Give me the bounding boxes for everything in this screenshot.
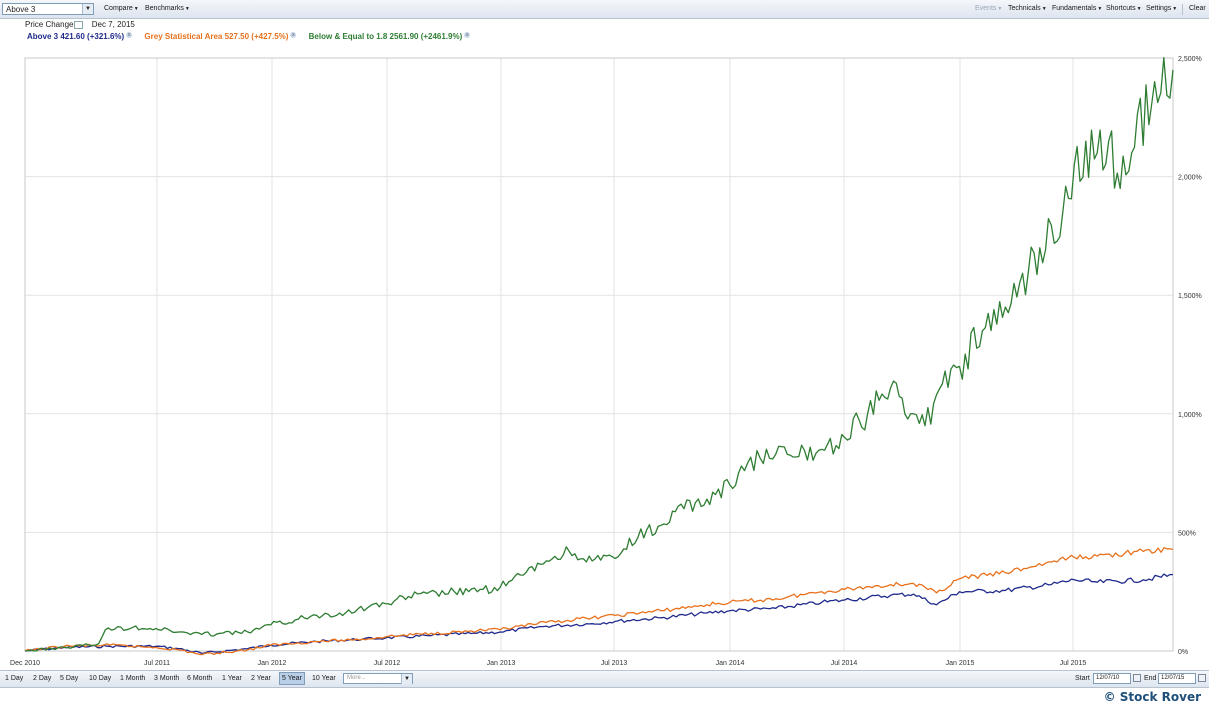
range-button[interactable]: 2 Year bbox=[251, 675, 271, 682]
chart-date: Dec 7, 2015 bbox=[91, 20, 135, 29]
legend-item-grey-area[interactable]: Grey Statistical Area 527.50 (+427.5%) x bbox=[144, 32, 297, 41]
stock-rover-credit: © Stock Rover bbox=[1103, 690, 1201, 704]
x-tick-label: Jul 2013 bbox=[601, 660, 628, 667]
settings-menu-label: Settings bbox=[1146, 5, 1172, 12]
technicals-menu-label: Technicals bbox=[1008, 5, 1041, 12]
series-layer bbox=[24, 57, 1174, 656]
end-label: End bbox=[1144, 675, 1157, 682]
fundamentals-menu[interactable]: Fundamentals▼ bbox=[1052, 5, 1102, 12]
series-line-1[interactable] bbox=[24, 573, 1174, 655]
series-line-3[interactable] bbox=[24, 57, 1174, 652]
x-tick-label: Jul 2014 bbox=[831, 660, 858, 667]
range-button[interactable]: 10 Day bbox=[89, 675, 112, 682]
range-button[interactable]: 10 Year bbox=[312, 675, 336, 682]
technicals-menu[interactable]: Technicals▼ bbox=[1008, 5, 1047, 12]
fundamentals-menu-label: Fundamentals bbox=[1052, 5, 1097, 12]
caret-down-icon: ▼ bbox=[133, 6, 139, 12]
legend-item-above-3[interactable]: Above 3 421.60 (+321.6%) x bbox=[27, 32, 133, 41]
legend-item-below-1-8[interactable]: Below & Equal to 1.8 2561.90 (+2461.9%) x bbox=[309, 32, 471, 41]
benchmarks-menu-label: Benchmarks bbox=[145, 5, 184, 12]
range-button[interactable]: 1 Day bbox=[5, 675, 24, 682]
chevron-down-icon[interactable]: ▼ bbox=[82, 4, 93, 14]
more-range-placeholder: More... bbox=[347, 675, 366, 681]
range-button[interactable]: 6 Month bbox=[187, 675, 213, 682]
legend: Above 3 421.60 (+321.6%) x Grey Statistic… bbox=[27, 32, 480, 41]
x-tick-label: Dec 2010 bbox=[10, 660, 40, 667]
series-line-2[interactable] bbox=[24, 547, 1174, 656]
x-tick-label: Jan 2012 bbox=[258, 660, 287, 667]
settings-menu[interactable]: Settings▼ bbox=[1146, 5, 1177, 12]
range-button[interactable]: 2 Day bbox=[33, 675, 52, 682]
x-tick-label: Jul 2015 bbox=[1060, 660, 1087, 667]
legend-label: Grey Statistical Area 527.50 (+427.5%) bbox=[144, 32, 289, 41]
caret-down-icon: ▼ bbox=[1136, 6, 1142, 12]
caret-down-icon: ▼ bbox=[1097, 6, 1103, 12]
x-tick-label: Jan 2013 bbox=[487, 660, 516, 667]
compare-menu-label: Compare bbox=[104, 5, 133, 12]
legend-label: Above 3 421.60 (+321.6%) bbox=[27, 32, 125, 41]
benchmarks-menu[interactable]: Benchmarks▼ bbox=[145, 5, 190, 12]
more-range-select[interactable]: More... ▼ bbox=[343, 673, 413, 684]
y-tick-label: 0% bbox=[1178, 649, 1188, 656]
y-tick-label: 1,000% bbox=[1178, 412, 1202, 419]
caret-down-icon: ▼ bbox=[1172, 6, 1178, 12]
chart-title: Price Change bbox=[25, 20, 74, 29]
compare-menu[interactable]: Compare▼ bbox=[104, 5, 139, 12]
range-button[interactable]: 3 Month bbox=[154, 675, 180, 682]
y-tick-label: 2,000% bbox=[1178, 175, 1202, 182]
price-change-chart[interactable]: Dec 2010 Jul 2011 Jan 2012 Jul 2012 Jan 2013… bbox=[0, 0, 1209, 670]
caret-down-icon: ▼ bbox=[997, 6, 1003, 12]
events-menu-label: Events bbox=[975, 5, 997, 12]
legend-label: Below & Equal to 1.8 2561.90 (+2461.9%) bbox=[308, 32, 463, 41]
top-toolbar: Above 3 ▼ Compare▼ Benchmarks▼ Events▼ T… bbox=[0, 0, 1209, 19]
chevron-down-icon[interactable]: ▼ bbox=[401, 674, 412, 684]
remove-icon[interactable]: x bbox=[290, 32, 297, 38]
range-button[interactable]: 1 Year bbox=[222, 675, 242, 682]
x-tick-label: Jul 2012 bbox=[374, 660, 401, 667]
chart-header: Price Change Dec 7, 2015 bbox=[25, 20, 135, 29]
calendar-icon[interactable] bbox=[1198, 674, 1206, 682]
x-tick-label: Jul 2011 bbox=[144, 660, 170, 667]
portfolio-selector[interactable]: Above 3 ▼ bbox=[2, 3, 94, 15]
shortcuts-menu[interactable]: Shortcuts▼ bbox=[1106, 5, 1142, 12]
remove-icon[interactable]: x bbox=[464, 32, 471, 38]
caret-down-icon: ▼ bbox=[1041, 6, 1047, 12]
end-date-input[interactable]: 12/07/15 bbox=[1158, 673, 1196, 684]
calendar-icon[interactable] bbox=[1133, 674, 1141, 682]
range-button[interactable]: 5 Day bbox=[60, 675, 79, 682]
y-axis: 2,500% 2,000% 1,500% 1,000% 500% 0% bbox=[1178, 56, 1202, 656]
shortcuts-menu-label: Shortcuts bbox=[1106, 5, 1136, 12]
start-date-input[interactable]: 12/07/10 bbox=[1093, 673, 1131, 684]
x-tick-label: Jan 2015 bbox=[946, 660, 975, 667]
range-bar: 1 Day 2 Day 5 Day 10 Day 1 Month 3 Month 6 Mon… bbox=[0, 670, 1209, 688]
y-tick-label: 2,500% bbox=[1178, 56, 1202, 63]
x-axis: Dec 2010 Jul 2011 Jan 2012 Jul 2012 Jan 2013… bbox=[10, 660, 1086, 667]
range-button[interactable]: 1 Month bbox=[120, 675, 146, 682]
grid bbox=[25, 57, 1173, 652]
remove-icon[interactable]: x bbox=[126, 32, 133, 38]
toolbar-divider bbox=[1182, 4, 1183, 15]
clear-button[interactable]: Clear bbox=[1189, 5, 1206, 12]
edit-icon[interactable] bbox=[74, 20, 84, 29]
y-tick-label: 500% bbox=[1178, 530, 1196, 537]
y-tick-label: 1,500% bbox=[1178, 293, 1202, 300]
portfolio-selector-value: Above 3 bbox=[6, 5, 36, 14]
range-button[interactable]: 5 Year bbox=[279, 672, 305, 685]
x-tick-label: Jan 2014 bbox=[716, 660, 745, 667]
events-menu[interactable]: Events▼ bbox=[975, 5, 1002, 12]
caret-down-icon: ▼ bbox=[184, 6, 190, 12]
plot-area bbox=[24, 57, 1174, 652]
start-label: Start bbox=[1075, 675, 1090, 682]
